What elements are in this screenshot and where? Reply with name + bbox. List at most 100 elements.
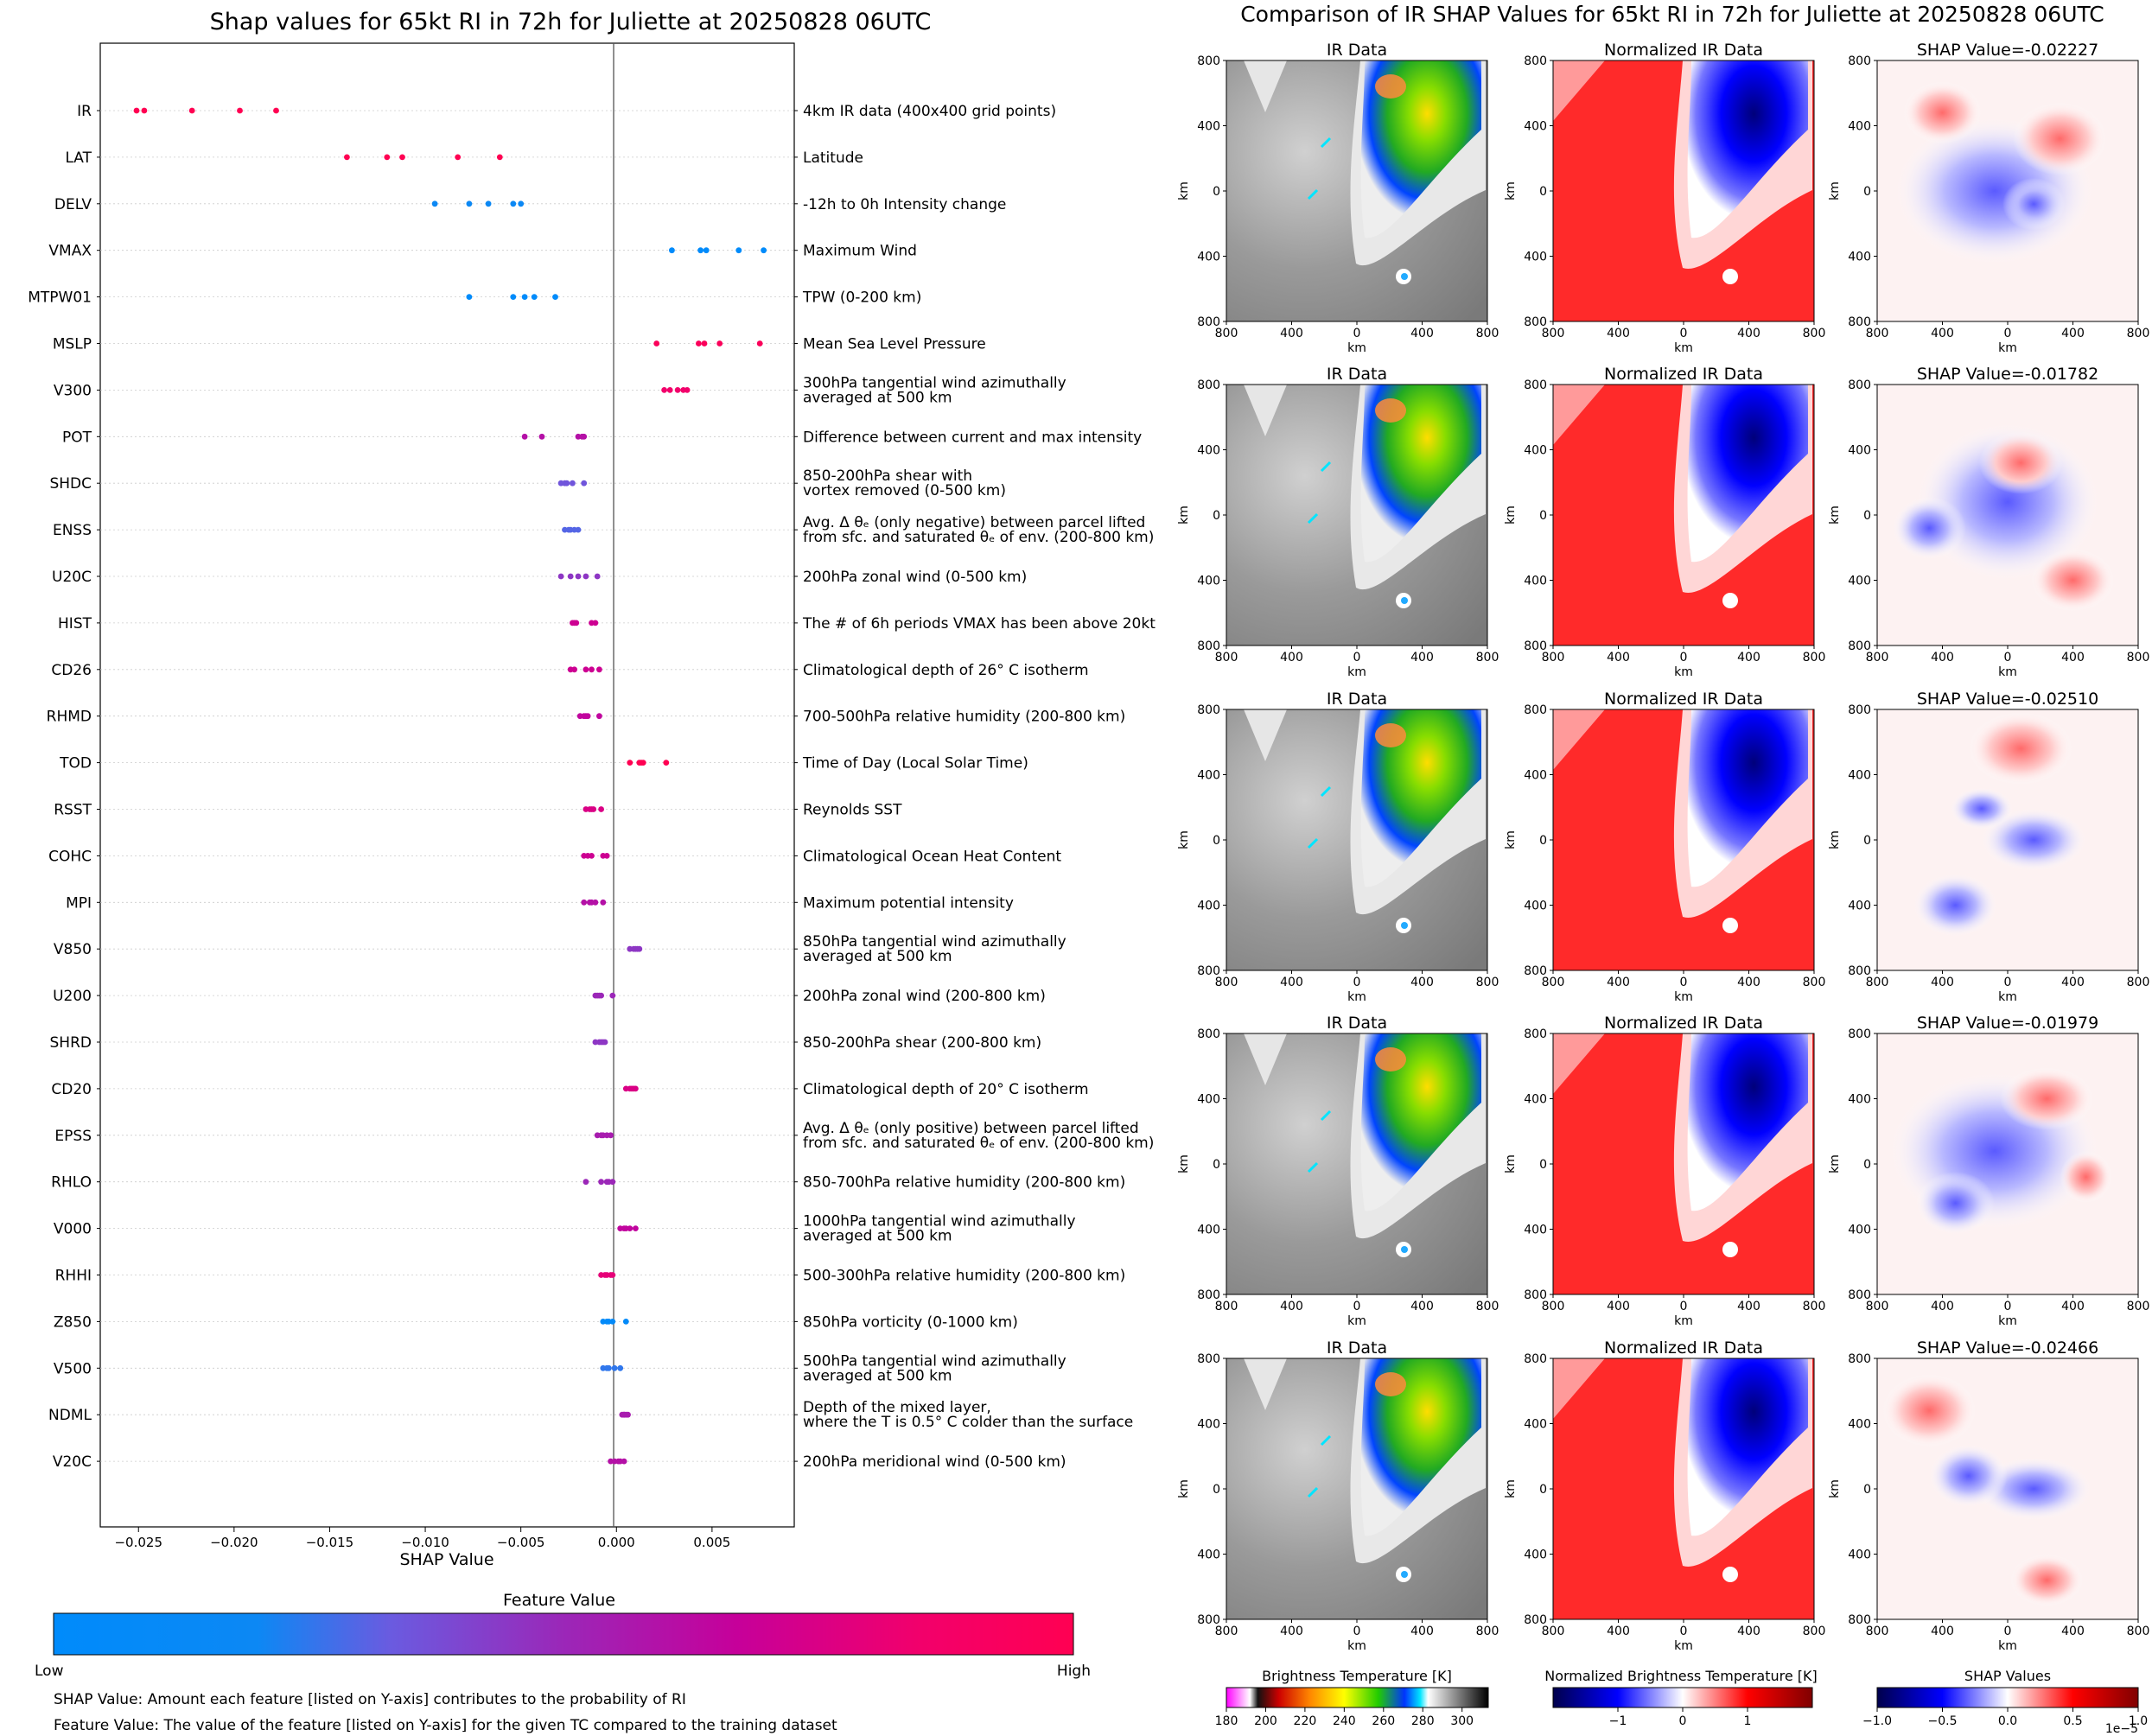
feature-label: U200 (53, 988, 92, 1005)
feature-row-ndml: NDML Depth of the mixed layer,where the T… (48, 1399, 1133, 1431)
y-tick-label: 0 (1863, 509, 1871, 523)
y-tick-label: 0 (1213, 185, 1220, 199)
y-tick-label: 400 (1197, 444, 1220, 458)
y-tick-label: 800 (1524, 1613, 1547, 1627)
y-axis-label: km (1828, 1479, 1842, 1498)
colorbar-tick-label: 240 (1333, 1714, 1356, 1728)
feature-label: VMAX (48, 243, 92, 260)
y-tick-label: 400 (1848, 120, 1871, 134)
feature-description: -12h to 0h Intensity change (803, 196, 1006, 213)
y-tick-label: 400 (1848, 1548, 1871, 1562)
y-tick-label: 400 (1197, 1093, 1220, 1107)
shap-point (674, 387, 681, 393)
y-tick-label: 400 (1197, 1224, 1220, 1237)
shap-point (571, 666, 577, 673)
shap-point (627, 760, 634, 766)
panel-title: SHAP Value=-0.01979 (1917, 1014, 2098, 1033)
y-tick-label: 400 (1524, 1418, 1547, 1432)
x-tick-label: 400 (1280, 1625, 1303, 1638)
x-tick-label: 800 (1803, 976, 1826, 989)
shap-point (603, 1364, 610, 1371)
y-tick-label: 400 (1524, 1548, 1547, 1562)
y-tick-label: 800 (1197, 378, 1220, 392)
shap-point (581, 899, 588, 906)
x-tick-label: −0.010 (401, 1535, 449, 1550)
feature-label: ENSS (53, 522, 92, 539)
feature-row-tod: TOD Time of Day (Local Solar Time) (59, 755, 1028, 773)
feature-row-delv: DELV -12h to 0h Intensity change (54, 196, 1006, 213)
y-axis-label: km (1504, 181, 1518, 200)
feature-row-mpi: MPI Maximum potential intensity (66, 894, 1014, 912)
shap-point (611, 1364, 618, 1371)
x-tick-label: 400 (1737, 651, 1760, 665)
shap-point (510, 294, 517, 300)
feature-row-u20c: U20C 200hPa zonal wind (0-500 km) (52, 569, 1027, 586)
colorbar-tick-label: 1 (1744, 1714, 1752, 1728)
feature-description: Avg. Δ θₑ (only negative) between parcel… (803, 514, 1145, 531)
shap-point (589, 853, 595, 859)
y-tick-label: 800 (1848, 378, 1871, 392)
shap-point (696, 340, 702, 347)
shap-point (133, 107, 140, 114)
y-tick-label: 0 (1863, 834, 1871, 848)
x-axis-label: km (1674, 1314, 1693, 1328)
y-tick-label: 800 (1524, 1288, 1547, 1302)
shap-point (600, 853, 607, 859)
y-tick-label: 400 (1524, 251, 1547, 264)
shap-panel-1: SHAP Value=-0.02227800800400400004004008… (1828, 41, 2149, 355)
feature-label: MTPW01 (28, 289, 92, 307)
x-tick-label: 800 (1476, 327, 1499, 340)
feature-row-cd26: CD26 Climatological depth of 26° C isothe… (51, 662, 1088, 679)
x-tick-label: 0 (1680, 1300, 1688, 1313)
note-shap-value: SHAP Value: Amount each feature [listed … (54, 1691, 686, 1708)
feature-description: Time of Day (Local Solar Time) (802, 755, 1028, 773)
feature-description: averaged at 500 km (803, 1228, 952, 1245)
feature-row-rhmd: RHMD 700-500hPa relative humidity (200-80… (47, 709, 1126, 726)
feature-row-enss: ENSS Avg. Δ θₑ (only negative) between pa… (53, 514, 1154, 546)
feature-label: Z850 (54, 1313, 92, 1331)
plot-frame (99, 42, 795, 1528)
x-tick-label: 800 (1542, 1625, 1565, 1638)
y-tick-label: 800 (1197, 1027, 1220, 1041)
feature-description: vortex removed (0-500 km) (803, 482, 1006, 499)
y-tick-label: 800 (1197, 639, 1220, 653)
panel-title: Normalized IR Data (1604, 1014, 1763, 1033)
feature-description: The # of 6h periods VMAX has been above … (802, 615, 1156, 633)
x-axis-ticks: −0.025 −0.020 −0.015 −0.010 −0.005 0.000 0.005 (114, 1527, 730, 1550)
y-axis-label: km (1828, 181, 1842, 200)
feature-row-v20c: V20C 200hPa meridional wind (0-500 km) (53, 1453, 1066, 1471)
shap-point (521, 433, 528, 440)
x-tick-label: 0 (2004, 651, 2012, 665)
feature-description: 500-300hPa relative humidity (200-800 km… (803, 1268, 1125, 1285)
shap-colorbar-title: SHAP Values (1964, 1668, 2051, 1684)
shap-point (638, 760, 645, 766)
colorbar-tick-label: 260 (1372, 1714, 1395, 1728)
shap-point (617, 1364, 624, 1371)
x-tick-label: 800 (1476, 976, 1499, 989)
x-tick-label: 400 (1280, 976, 1303, 989)
feature-row-v500: V500 500hPa tangential wind azimuthallyav… (54, 1352, 1066, 1384)
shap-point (399, 154, 405, 161)
y-tick-label: 800 (1524, 1027, 1547, 1041)
feature-row-rsst: RSST Reynolds SST (54, 802, 902, 819)
bt-colorbar-title: Brightness Temperature [K] (1262, 1668, 1452, 1684)
feature-label: MPI (66, 894, 92, 912)
shap-point (735, 247, 742, 254)
y-tick-label: 800 (1197, 964, 1220, 978)
normalized-ir-panel-5: Normalized IR Data8008004004000040040080… (1504, 1339, 1825, 1653)
y-tick-label: 400 (1848, 1093, 1871, 1107)
colorbar-tick-label: −0.5 (1928, 1714, 1958, 1728)
feature-description: Climatological depth of 20° C isotherm (803, 1081, 1089, 1098)
shap-point (663, 760, 670, 766)
x-tick-label: 0 (1680, 976, 1688, 989)
panel-title: Normalized IR Data (1604, 41, 1763, 60)
y-axis-label: km (1504, 1479, 1518, 1498)
x-axis-label: SHAP Value (399, 1550, 493, 1569)
shap-point (431, 200, 438, 207)
y-tick-label: 800 (1848, 703, 1871, 717)
shap-point (570, 480, 576, 486)
x-tick-label: −0.025 (114, 1535, 162, 1550)
shap-point (622, 1319, 629, 1325)
y-tick-label: 400 (1197, 1548, 1220, 1562)
